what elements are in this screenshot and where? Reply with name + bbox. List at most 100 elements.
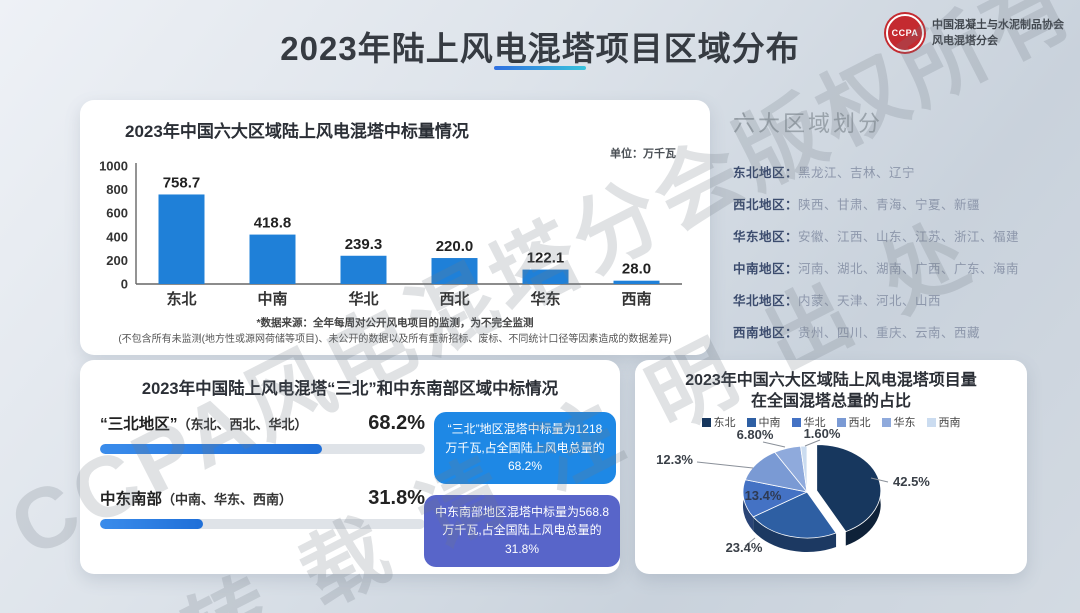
region-provinces: 陕西、甘肃、青海、宁夏、新疆 [798,198,981,212]
org-name: 中国混凝土与水泥制品协会 风电混塔分会 [932,17,1064,50]
regions-list: 东北地区：黑龙江、吉林、辽宁 西北地区：陕西、甘肃、青海、宁夏、新疆 华东地区：安徽… [733,162,1068,341]
compare-row: 中东南部 （中南、华东、西南） 31.8% [100,487,425,529]
compare-card: 2023年中国陆上风电混塔“三北”和中东南部区域中标情况 “三北地区” （东北、西… [80,360,620,574]
pie-title-line2: 在全国混塔总量的占比 [750,392,911,410]
callout-box: 中东南部地区混塔中标量为568.8万千瓦,占全国陆上风电总量的31.8% [424,494,620,567]
compare-row-percent: 31.8% [368,487,425,509]
legend-label: 西北 [848,417,871,429]
legend-swatch [746,417,756,427]
compare-title: 2023年中国陆上风电混塔“三北”和中东南部区域中标情况 [141,380,559,398]
org-name-line2: 风电混塔分会 [932,35,998,47]
legend-swatch [701,417,711,427]
pie-percent-label: 42.5% [893,474,930,489]
seal-text: CCPA [891,28,919,38]
compare-row-percent: 68.2% [368,412,425,434]
region-row: 华北地区：内蒙、天津、河北、山西 [733,290,1068,309]
region-label: 西北地区： [733,198,799,212]
progress-track [100,519,425,529]
pie-slice-side-中南 [753,516,837,552]
bar-value-label: 418.8 [254,215,292,232]
pie-chart: 42.5% 23.4% 13.4% 12.3% 6.80% 1.60% [656,426,930,555]
bar-chart-title: 2023年中国六大区域陆上风电混塔中标量情况 [125,122,469,141]
bar-value-label: 758.7 [163,174,201,191]
region-row: 西北地区：陕西、甘肃、青海、宁夏、新疆 [733,194,1068,213]
pie-chart-card: 2023年中国六大区域陆上风电混塔项目量 在全国混塔总量的占比 东北 中南 华北 西北… [635,360,1027,574]
region-label: 东北地区： [733,166,799,180]
bar-value-label: 28.0 [622,261,651,278]
compare-row-line: 中东南部 （中南、华东、西南） 31.8% [100,487,425,510]
pie-leader-line [804,439,821,447]
region-label: 西南地区： [733,326,799,340]
region-row: 西南地区：贵州、四川、重庆、云南、西藏 [733,322,1068,341]
y-tick-label: 200 [106,253,128,268]
ccpa-seal-icon: CCPA [886,14,924,52]
compare-row-line: “三北地区” （东北、西北、华北） 68.2% [100,412,425,435]
pie-chart-title: 2023年中国六大区域陆上风电混塔项目量 在全国混塔总量的占比 [635,360,1027,413]
bar-chart-card: 2023年中国六大区域陆上风电混塔中标量情况 单位：万千瓦 0 200 400 600… [80,100,710,355]
bar-category-label: 西北 [439,291,469,308]
bar-东北 [158,194,205,284]
compare-row-label: “三北地区” [100,416,178,433]
y-tick-label: 600 [106,206,128,221]
region-provinces: 贵州、四川、重庆、云南、西藏 [798,326,981,340]
bar-category-label: 华北 [348,290,378,308]
bar-chart-unit: 单位：万千瓦 [610,148,676,160]
legend-label: 华北 [803,417,826,429]
compare-row-sublabel: （中南、华东、西南） [162,492,293,507]
pie-slice-西南 [800,445,808,493]
y-tick-label: 400 [106,229,128,244]
pie-slice-side-华北 [743,479,754,531]
regions-panel: 六大区域划分 东北地区：黑龙江、吉林、辽宁 西北地区：陕西、甘肃、青海、宁夏、新疆… [733,106,1068,354]
legend-swatch [881,417,891,427]
pie-leader-line [696,461,754,469]
region-row: 华东地区：安徽、江西、山东、江苏、浙江、福建 [733,226,1068,245]
legend-item: 中南 [746,414,781,430]
progress-fill [100,519,204,529]
pie-percent-label: 6.80% [737,427,774,442]
pie-leader-line [870,477,889,483]
region-row: 东北地区：黑龙江、吉林、辽宁 [733,162,1068,181]
bar-value-label: 220.0 [436,238,474,255]
footnote-line2: (不包含所有未监测(地方性或源网荷储等项目)、未公开的数据以及所有重新招标、废标… [118,334,672,345]
legend-item: 华东 [881,414,916,430]
page-title: 2023年陆上风电混塔项目区域分布 [280,30,800,67]
y-tick-label: 0 [121,277,128,292]
legend-item: 西北 [836,414,871,430]
org-name-line1: 中国混凝土与水泥制品协会 [932,18,1064,31]
y-tick-label: 800 [106,182,128,197]
org-logo: CCPA 中国混凝土与水泥制品协会 风电混塔分会 [886,14,1064,52]
compare-row-label: 中东南部 [100,491,163,508]
bar-value-label: 239.3 [345,236,383,253]
pie-percent-label: 23.4% [726,540,763,555]
legend-label: 西南 [938,417,961,429]
bar-西南 [613,280,660,284]
bar-西北 [431,258,478,284]
legend-label: 中南 [758,417,781,429]
region-label: 中南地区： [733,262,799,276]
region-provinces: 安徽、江西、山东、江苏、浙江、福建 [798,230,1020,244]
pie-leader-line [744,537,756,547]
callouts: “三北”地区混塔中标量为1218万千瓦,占全国陆上风电总量的68.2% 中东南部地… [424,412,622,578]
legend-swatch [926,417,936,427]
pie-percent-label: 13.4% [745,488,782,503]
pie-leader-line [762,441,786,448]
legend-item: 西南 [926,414,961,430]
progress-track [100,444,425,454]
legend-label: 东北 [713,417,736,429]
footnote-line1: *数据来源：全年每周对公开风电项目的监测，为不完全监测 [256,317,534,329]
legend-swatch [791,417,801,427]
progress-fill [100,444,322,454]
legend-item: 华北 [791,414,826,430]
legend-swatch [836,417,846,427]
bar-category-label: 西南 [621,290,651,308]
region-provinces: 黑龙江、吉林、辽宁 [798,166,916,180]
region-provinces: 河南、湖北、湖南、广西、广东、海南 [798,262,1020,276]
legend-item: 东北 [701,414,736,430]
bar-value-label: 122.1 [527,250,565,267]
title-underline [494,66,586,70]
compare-row-sublabel: （东北、西北、华北） [177,417,308,432]
pie-legend: 东北 中南 华北 西北 华东 西南 [635,414,1027,430]
bar-华北 [340,255,387,284]
legend-label: 华东 [893,417,916,429]
